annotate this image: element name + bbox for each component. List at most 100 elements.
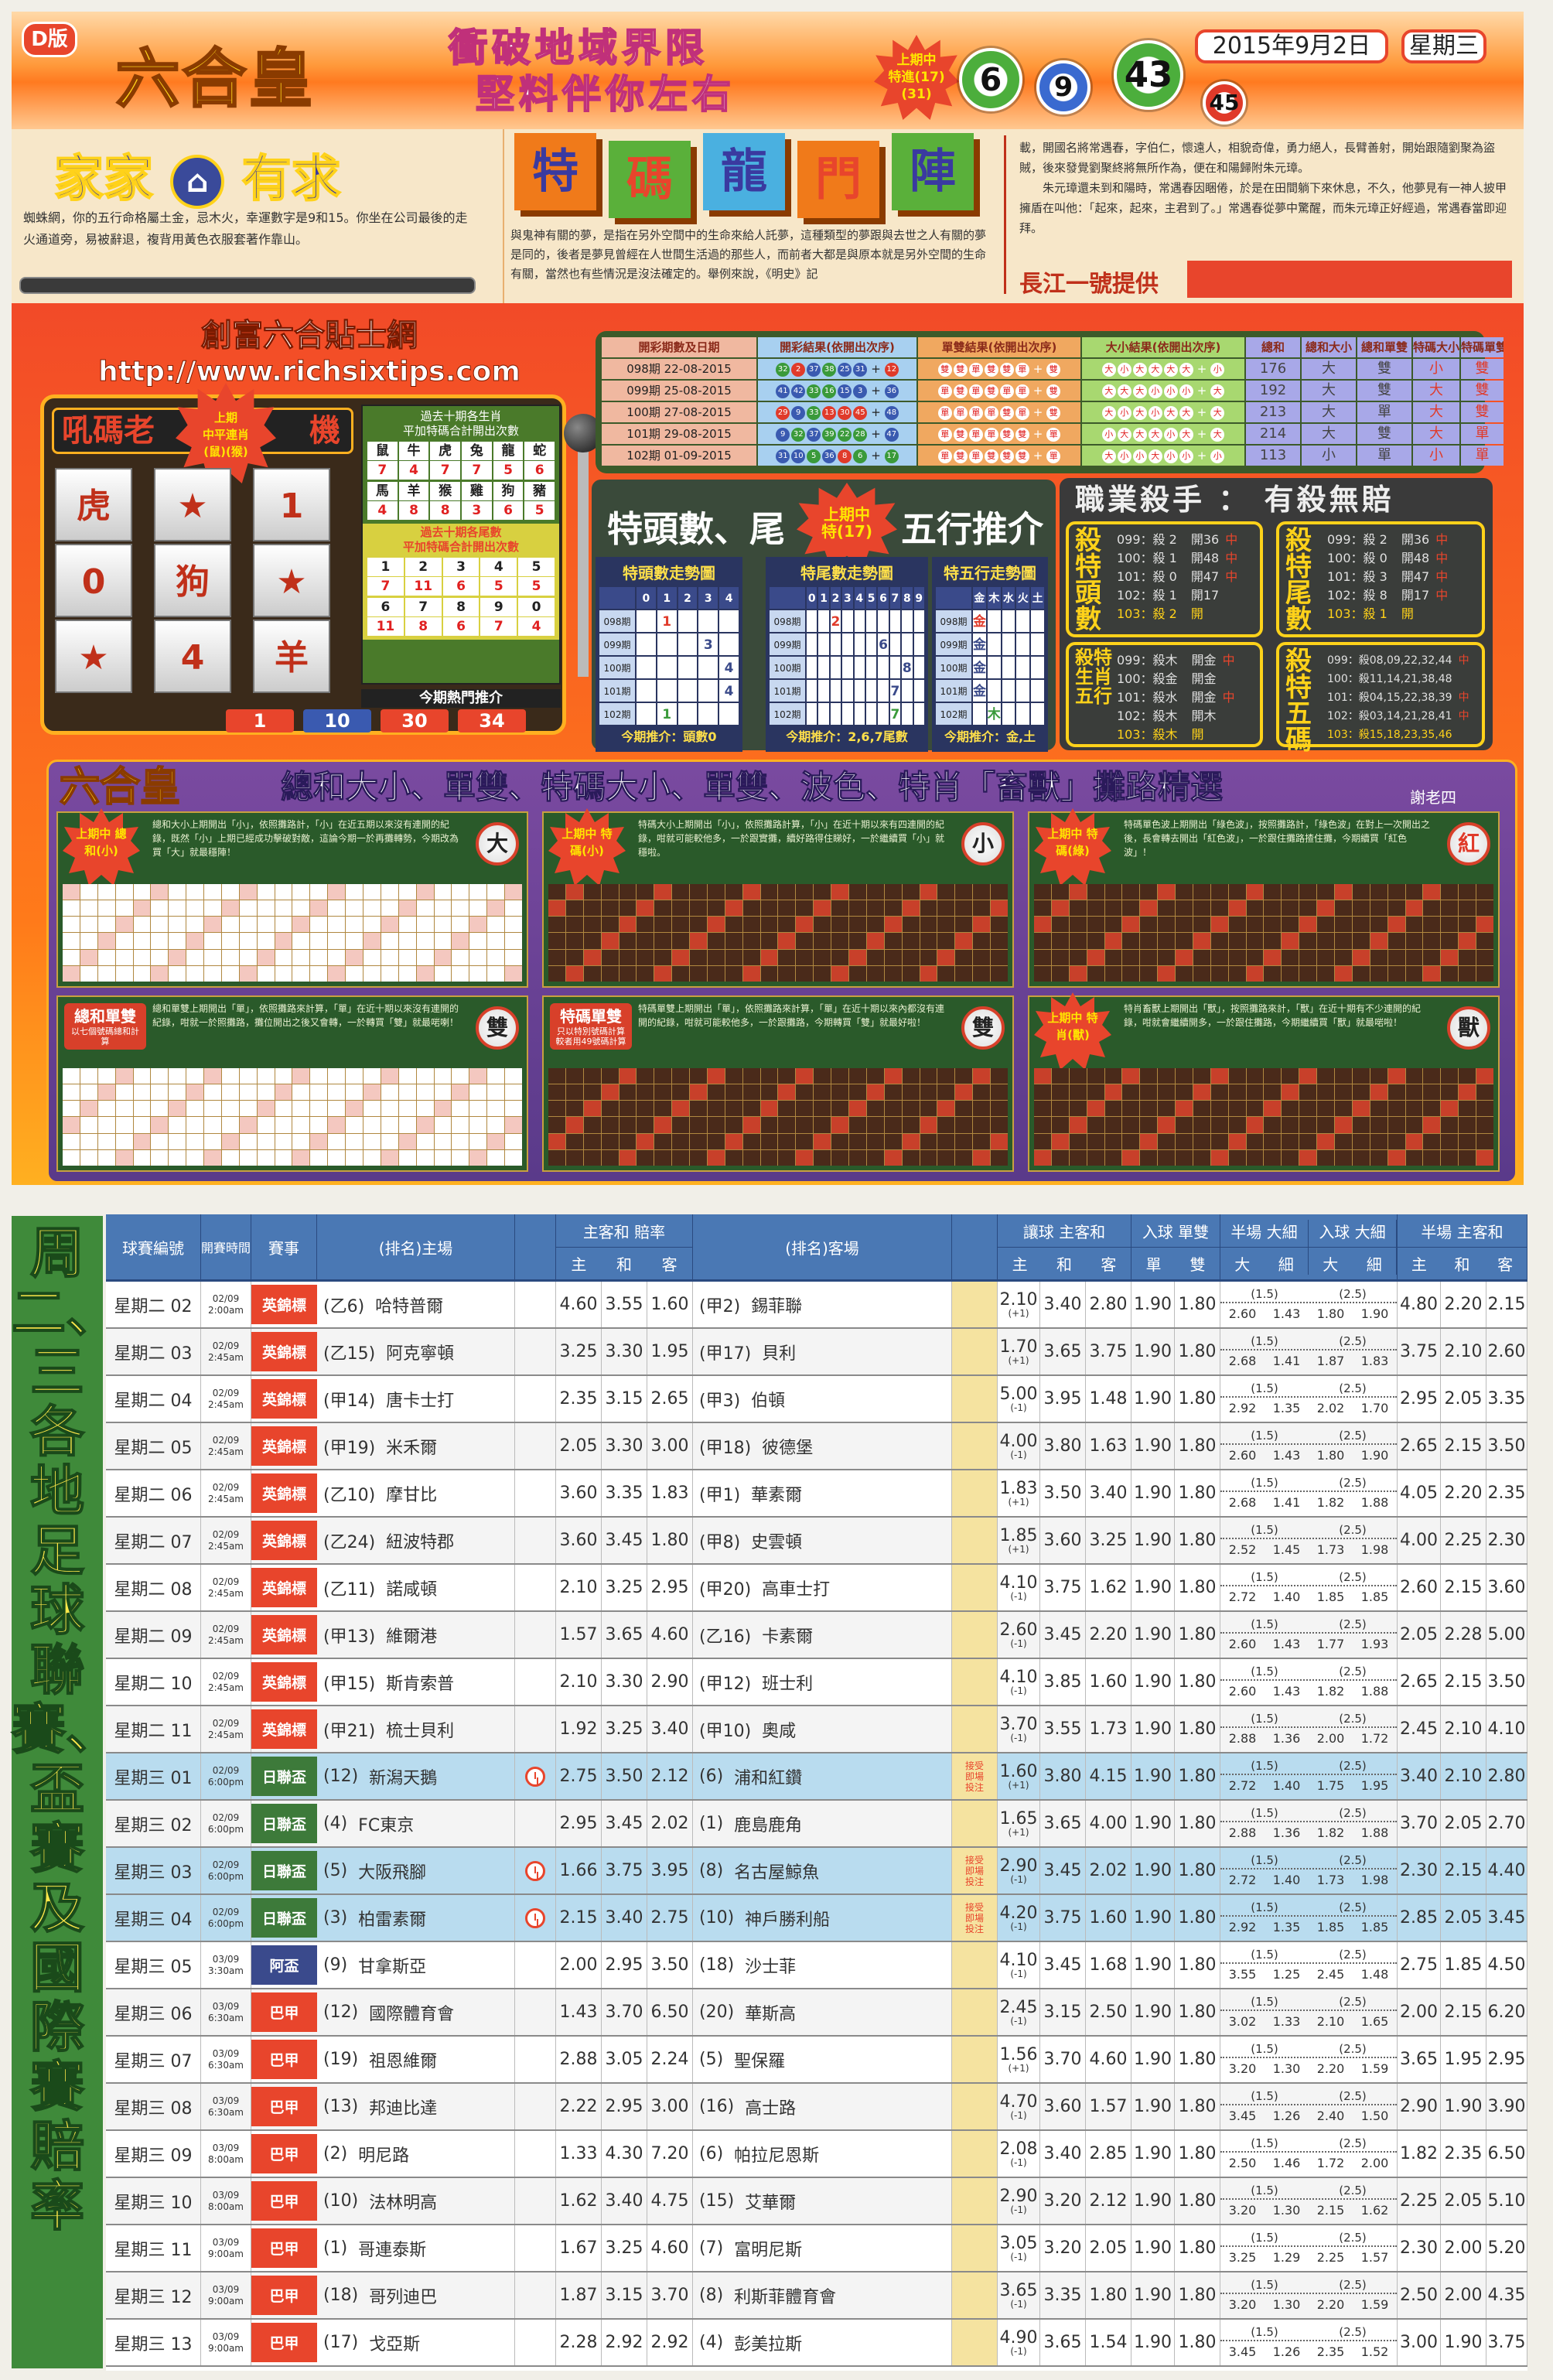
roadmap-grid-cell — [583, 1101, 601, 1117]
match-id: 星期三 03 — [106, 1848, 201, 1893]
roadmap-grid-cell — [831, 1149, 849, 1166]
away-rank: (15) — [699, 2191, 735, 2211]
ht-away: 3.50 — [1486, 1423, 1527, 1469]
roadmap-grid-cell — [991, 949, 1008, 965]
roadmap-grid-cell — [1423, 1149, 1441, 1166]
live-bet-badge — [952, 2131, 998, 2177]
killer-pick: 103：殺木 — [1117, 727, 1178, 742]
roadmap-grid-cell — [1441, 1101, 1459, 1117]
kickoff-date: 02/09 — [212, 1717, 240, 1729]
roadmap-grid-cell — [1335, 1084, 1352, 1101]
roadmap-grid-cell — [548, 1149, 565, 1166]
odd-even-mark: 雙 — [953, 362, 968, 377]
away-name: 浦和紅鑽 — [734, 1768, 803, 1788]
roadmap-grid-cell — [364, 1117, 381, 1133]
roadmap-grid-cell — [796, 1133, 814, 1149]
trend-cell — [636, 610, 657, 633]
roadmap-grid-cell — [1335, 1068, 1352, 1084]
big-small-mark: 小 — [1163, 449, 1178, 463]
live-bet-badge — [952, 1423, 998, 1469]
ht-away: 4.50 — [1486, 1942, 1527, 1988]
kickoff-date: 02/09 — [212, 1292, 240, 1304]
roadmap-grid-cell — [707, 1101, 725, 1117]
live-bet-badge — [952, 1706, 998, 1752]
roadmap-grid-cell — [257, 1133, 275, 1149]
roadmap-grid-cell — [292, 1149, 310, 1166]
trend-col-label: 1 — [656, 586, 678, 610]
slot-reel-symbol: ★ — [253, 544, 330, 617]
trend-row: 101期 7 — [769, 679, 925, 702]
big-small-mark: 大 — [1179, 362, 1193, 377]
home-team: (19) 祖恩維爾 — [317, 2037, 515, 2082]
roadmap-grid-cell — [760, 884, 778, 900]
roadmap-grid-cell — [1193, 1084, 1210, 1101]
match-row: 星期三 04 02/09 6:00pm 日聯盃 (3) 柏雷素爾 2.15 3.40 2.75(… — [106, 1895, 1527, 1942]
ou-values: 2.68 1.41 1.87 1.83 — [1220, 1350, 1397, 1372]
league-badge: 巴甲 — [251, 2323, 317, 2362]
roadmap-grid-cell — [133, 1117, 151, 1133]
away-team: (甲8) 史雲頓 — [693, 1518, 952, 1563]
kickoff-date: 02/09 — [212, 1811, 240, 1823]
odd-even-mark: 單 — [937, 449, 952, 463]
corner — [599, 586, 636, 610]
roadmap-grid-cell — [1246, 917, 1264, 933]
hda-subheader: 主 — [571, 1255, 587, 1274]
trend-badge: 上期中 特(17) — [797, 483, 897, 568]
ht-ou-line: (1.5) — [1251, 1617, 1278, 1631]
roadmap-grid-cell — [902, 1133, 920, 1149]
roadmap-grid-cell — [991, 1149, 1008, 1166]
kickoff-date: 02/09 — [212, 1670, 240, 1682]
ht-under: 1.41 — [1272, 1353, 1301, 1368]
trend-period: 098期 — [935, 610, 972, 633]
roadmap-grid-cell — [1140, 900, 1158, 917]
even-odds: 1.80 — [1175, 1659, 1220, 1705]
draw-ball: 38 — [822, 362, 837, 377]
roadmap-grid-cell — [1087, 949, 1104, 965]
odds-home: 2.95 — [556, 1801, 602, 1846]
handicap-draw: 3.60 — [1040, 2084, 1086, 2129]
plus-sign: + — [1196, 427, 1207, 441]
roadmap-grid-cell — [1176, 1084, 1193, 1101]
ou-line: (2.5) — [1339, 1522, 1367, 1537]
roadmap-grid-cell — [221, 1101, 239, 1117]
handicap-draw: 3.80 — [1040, 1753, 1086, 1799]
roadmap-grid-cell — [398, 917, 416, 933]
tail-title-line: 過去十期各尾數 — [420, 525, 502, 539]
even-odds: 1.80 — [1175, 1989, 1220, 2035]
roadmap-grid-cell — [257, 1149, 275, 1166]
roadmap-grid-cell — [63, 949, 80, 965]
draw-row: 102期 01-09-2015 31 10 5 36 8 6 +17 單雙單雙雙雙 + 單大小小大小… — [602, 446, 1504, 466]
tail-digit: 3 — [442, 558, 480, 576]
odd-even-mark: 單 — [937, 405, 952, 420]
home-team: (18) 哥列迪巴 — [317, 2272, 515, 2318]
roadmap-grid-cell — [115, 1084, 133, 1101]
roadmap-grid-cell — [1282, 965, 1299, 982]
roadmap-grid-cell — [796, 1084, 814, 1101]
zodiac-value: 7 — [462, 461, 492, 480]
roadmap-grid-cell — [937, 884, 955, 900]
roadmap-grid-cell — [1370, 933, 1387, 949]
roadmap-grid-cell — [1352, 1084, 1370, 1101]
trend-cell: 1 — [656, 610, 678, 633]
ht-draw: 2.25 — [1441, 1518, 1486, 1563]
big-small-mark: 小 — [1132, 449, 1147, 463]
roadmap-grid-cell — [1264, 1101, 1282, 1117]
kickoff-time: 03/09 6:30am — [201, 2084, 251, 2129]
roadmap-grid-cell — [1069, 884, 1087, 900]
roadmap-grid-cell — [973, 884, 991, 900]
draw-sum-big-small: 大 — [1302, 381, 1356, 401]
ou-line: (2.5) — [1339, 1428, 1367, 1443]
roadmap-grid-cell — [1087, 1149, 1104, 1166]
odd-odds: 1.90 — [1131, 1659, 1175, 1705]
roadmap-grid-cell — [884, 1068, 902, 1084]
roadmap-grid-cell — [115, 1117, 133, 1133]
roadmap-grid-cell — [1176, 900, 1193, 917]
roadmap-grid-cell — [884, 1133, 902, 1149]
roadmap-grid-cell — [937, 1117, 955, 1133]
ou-line: (2.5) — [1339, 1664, 1367, 1678]
site-url[interactable]: http://www.richsixtips.com — [98, 356, 521, 388]
roadmap-grid-cell — [707, 1084, 725, 1101]
roadmap-grid-cell — [1299, 900, 1317, 917]
roadmap-grid-cell — [1193, 917, 1210, 933]
